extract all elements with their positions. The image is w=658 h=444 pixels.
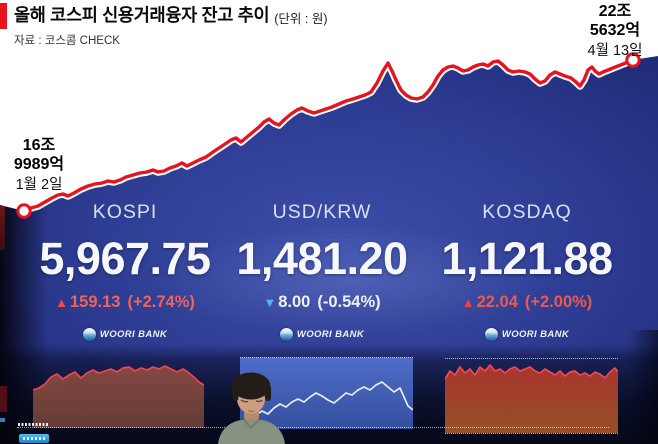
mini-chart-left-red bbox=[32, 360, 205, 428]
quote-kospi: KOSPI 5,967.75 ▲ 159.13 (+2.74%) WOORI BAN… bbox=[29, 201, 221, 341]
screen-edge-red-2 bbox=[0, 386, 7, 412]
change-percent: (+2.00%) bbox=[524, 293, 593, 311]
down-arrow-icon: ▼ bbox=[263, 295, 277, 310]
annotation-end: 22조 5632억 4월 13일 bbox=[574, 3, 656, 60]
woori-bank-logo: WOORI BANK bbox=[29, 328, 221, 341]
end-amount-2: 5632억 bbox=[589, 21, 641, 39]
title-accent-bar bbox=[0, 3, 7, 29]
quote-change: ▲ 22.04 (+2.00%) bbox=[431, 293, 623, 312]
source-label: 자료 : 코스콤 CHECK bbox=[14, 35, 120, 47]
woori-bank-orb-icon bbox=[279, 328, 293, 341]
quote-name: KOSPI bbox=[92, 201, 158, 223]
woori-bank-wordmark: WOORI BANK bbox=[296, 329, 365, 340]
quote-name: KOSDAQ bbox=[482, 201, 572, 223]
edge-blue-dash bbox=[0, 418, 5, 422]
page-title: 올해 코스피 신용거래융자 잔고 추이 bbox=[14, 5, 270, 25]
person-silhouette bbox=[218, 372, 285, 444]
change-amount: 8.00 bbox=[278, 293, 311, 311]
woori-bank-wordmark: WOORI BANK bbox=[99, 329, 168, 340]
woori-bank-wordmark: WOORI BANK bbox=[501, 329, 570, 340]
unit-label: (단위 : 원) bbox=[274, 12, 328, 26]
board-glow bbox=[110, 215, 590, 345]
screen-edge-red bbox=[0, 206, 5, 250]
right-shade bbox=[628, 330, 658, 444]
end-date: 4월 13일 bbox=[587, 42, 643, 59]
change-percent: (-0.54%) bbox=[317, 293, 381, 311]
up-arrow-icon: ▲ bbox=[55, 295, 68, 310]
end-amount: 22조 bbox=[598, 3, 632, 20]
up-arrow-icon: ▲ bbox=[461, 295, 475, 310]
quote-value: 5,967.75 bbox=[39, 233, 211, 284]
annotation-start: 16조 9989억 1월 2일 bbox=[2, 137, 76, 194]
quote-usdkrw: USD/KRW 1,481.20 ▼ 8.00 (-0.54%) WOORI BAN… bbox=[226, 201, 418, 341]
quote-value: 1,121.88 bbox=[441, 233, 613, 284]
quote-change: ▼ 8.00 (-0.54%) bbox=[226, 293, 418, 312]
quote-kosdaq: KOSDAQ 1,121.88 ▲ 22.04 (+2.00%) WOORI BAN… bbox=[431, 201, 623, 341]
mini-chart-right-red bbox=[444, 358, 619, 434]
woori-bank-orb-icon bbox=[484, 328, 498, 341]
change-amount: 159.13 bbox=[69, 293, 121, 311]
bottom-ticker-chip bbox=[19, 434, 49, 443]
woori-bank-orb-icon bbox=[82, 328, 96, 341]
start-amount: 16조 bbox=[22, 137, 56, 154]
change-amount: 22.04 bbox=[476, 293, 518, 311]
board-dotted-line bbox=[17, 427, 609, 428]
quote-value: 1,481.20 bbox=[236, 233, 408, 284]
micro-caption bbox=[18, 423, 48, 426]
start-date: 1월 2일 bbox=[15, 176, 63, 193]
woori-bank-logo: WOORI BANK bbox=[226, 328, 418, 341]
quote-name: USD/KRW bbox=[272, 201, 372, 223]
woori-bank-logo: WOORI BANK bbox=[431, 328, 623, 341]
start-amount-2: 9989억 bbox=[13, 155, 65, 173]
change-percent: (+2.74%) bbox=[127, 293, 195, 311]
headline: 올해 코스피 신용거래융자 잔고 추이 (단위 : 원) bbox=[0, 3, 328, 29]
quote-change: ▲ 159.13 (+2.74%) bbox=[29, 293, 221, 312]
